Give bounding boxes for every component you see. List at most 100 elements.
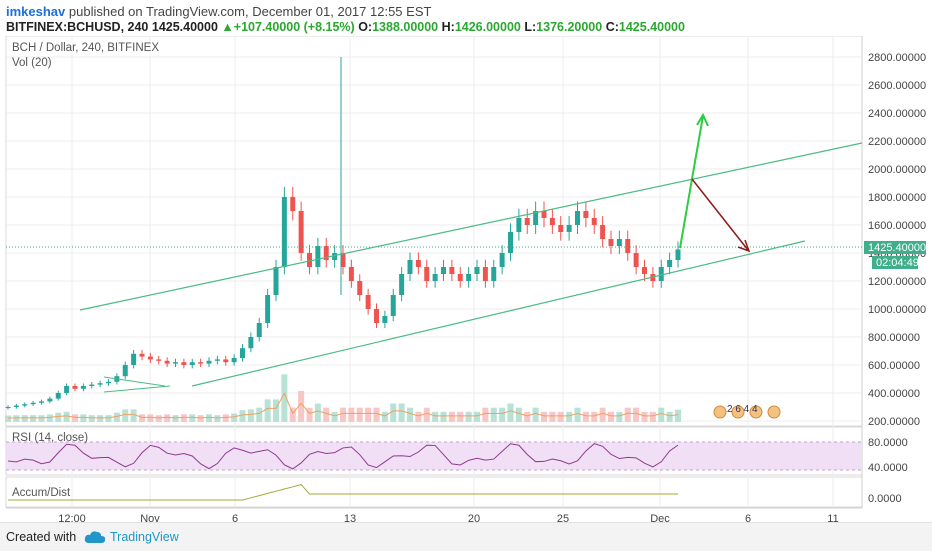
time-axis-label: 20: [468, 513, 480, 522]
time-axis-label: Nov: [140, 513, 160, 522]
volume-bar: [432, 411, 439, 422]
volume-bar: [524, 411, 531, 422]
time-axis-label: 11: [827, 513, 838, 522]
candle-body: [432, 274, 438, 281]
author-link[interactable]: imkeshav: [6, 4, 66, 19]
volume-ma-line: [7, 392, 679, 419]
volume-bar: [21, 415, 28, 422]
volume-bar: [649, 411, 656, 422]
candle-body: [591, 218, 597, 225]
volume-bar: [574, 407, 581, 422]
volume-bar: [155, 415, 162, 422]
candles: [5, 57, 681, 410]
symbol-header: BITFINEX:BCHUSD, 240 1425.40000 ▲+107.40…: [6, 20, 685, 34]
volume-bar: [105, 415, 112, 422]
candle-body: [13, 405, 19, 407]
rsi-scale-40: 40.0000: [868, 462, 908, 474]
volume-bar: [666, 411, 673, 422]
up-arrow-head: [696, 112, 709, 127]
volume-bar: [139, 414, 145, 422]
candle-body: [449, 267, 455, 274]
volume-bar: [55, 412, 62, 422]
tradingview-link[interactable]: TradingView: [110, 530, 179, 544]
price-badge: [864, 241, 926, 254]
volume-bar: [306, 407, 313, 422]
volume-bar: [172, 415, 179, 422]
accum-pane-title: Accum/Dist: [12, 487, 71, 499]
volume-bar: [541, 411, 547, 422]
time-badge: [872, 256, 918, 269]
main-pane[interactable]: [5, 35, 863, 427]
volume-bar: [222, 414, 229, 422]
main-pane-title: BCH / Dollar, 240, BITFINEX: [12, 42, 159, 54]
chart-area[interactable]: BCH / Dollar, 240, BITFINEX Vol (20) RSI…: [0, 35, 932, 525]
volume-bar: [147, 414, 154, 422]
accum-pane[interactable]: [5, 476, 863, 508]
time-axis-label: 13: [344, 513, 356, 522]
volume-bar: [582, 411, 589, 422]
pattern-line: [103, 376, 166, 387]
price-scale-label: 800.00000: [868, 332, 920, 344]
price-scale-label: 2400.00000: [868, 108, 926, 120]
candle-body: [39, 401, 44, 403]
candle-body: [340, 253, 346, 267]
candle-body: [256, 323, 262, 337]
time-axis-label: Dec: [650, 513, 670, 522]
time-badge-text: 02:04:49: [876, 257, 919, 269]
volume-bar: [474, 411, 480, 422]
candle-body: [240, 348, 245, 358]
volume-bar: [256, 407, 263, 422]
candle-body: [407, 260, 413, 274]
last-price: 1425.40000: [151, 20, 218, 34]
vol-pane-title: Vol (20): [12, 57, 52, 69]
open-label: O:: [358, 20, 373, 34]
channel-lower-line[interactable]: [191, 240, 806, 387]
volume-bar: [206, 414, 212, 422]
volume-bar: [499, 407, 506, 422]
candle-body: [22, 404, 28, 406]
volume-bar: [331, 411, 338, 422]
price-scale-label: 600.00000: [868, 360, 920, 372]
candle-body: [675, 249, 681, 260]
volume-bar: [80, 414, 87, 422]
price-scale-label: 2000.00000: [868, 164, 926, 176]
candle-body: [399, 274, 405, 295]
candle-body: [566, 225, 572, 232]
event-markers[interactable]: 2 6 4 4: [713, 404, 781, 419]
candle-body: [642, 267, 647, 274]
channel-upper-line[interactable]: [79, 142, 863, 311]
price-scale-label: 1200.00000: [868, 276, 926, 288]
candle-body: [189, 362, 195, 365]
volume-bar: [180, 414, 187, 422]
candle-body: [374, 309, 379, 323]
candle-body: [549, 218, 555, 225]
chart-svg[interactable]: BCH / Dollar, 240, BITFINEX Vol (20) RSI…: [0, 35, 932, 525]
low-value: 1376.20000: [536, 20, 603, 34]
down-arrow[interactable]: [691, 178, 749, 251]
volume-bar: [465, 411, 472, 422]
volume-bar: [63, 411, 70, 422]
tradingview-cloud-icon: [84, 531, 106, 543]
candle-body: [131, 353, 137, 365]
time-axis-label: 25: [557, 513, 569, 522]
accum-scale-0: 0.0000: [868, 493, 902, 505]
candle-body: [139, 353, 145, 357]
candle-body: [382, 316, 388, 323]
published-text: published on TradingView.com, December 0…: [68, 4, 432, 19]
volume-bar: [549, 411, 556, 422]
volume-bar: [423, 407, 430, 422]
volume-bar: [289, 407, 296, 422]
rsi-pane-title: RSI (14, close): [12, 432, 88, 444]
volume-bar: [72, 414, 78, 422]
volume-bar: [314, 403, 321, 422]
time-axis-label: 12:00: [58, 513, 86, 522]
open-value: 1388.00000: [372, 20, 439, 34]
price-badge-text: 1425.40000: [868, 242, 926, 254]
price-scale-label: 200.00000: [868, 416, 920, 428]
volume-bar: [515, 407, 522, 422]
volume-bar: [323, 407, 330, 422]
volume-bar: [591, 411, 598, 422]
volume-bar: [197, 415, 204, 422]
price-scale-label: 1000.00000: [868, 304, 926, 316]
price-scale-label: 1800.00000: [868, 192, 926, 204]
